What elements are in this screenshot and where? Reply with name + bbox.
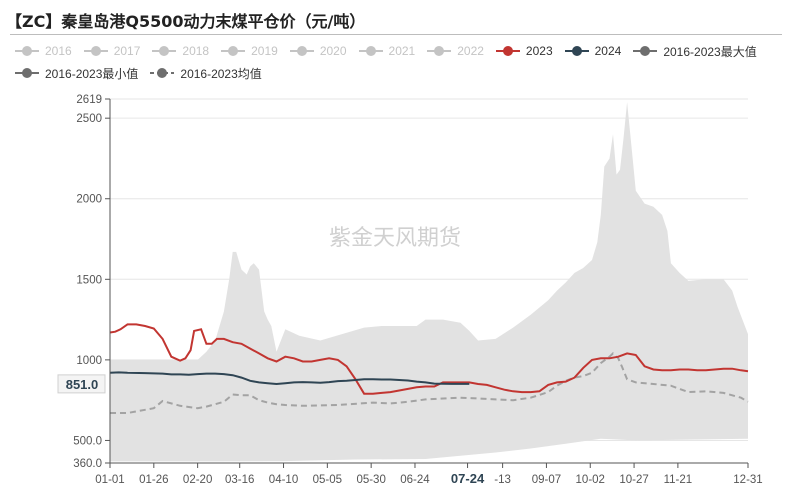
legend-dot-icon <box>502 46 513 56</box>
legend-swatch-icon <box>633 46 658 56</box>
legend-item[interactable]: 2016-2023最小值 <box>14 65 138 82</box>
x-tick-label: 01-26 <box>139 474 168 486</box>
legend-row: 2016 2017 2018 2019 2020 2021 2022 2023 2024 2016… <box>14 40 774 62</box>
legend-item[interactable]: 2021 <box>358 44 416 58</box>
legend-swatch-icon <box>15 68 39 78</box>
x-tick-label: 05-05 <box>313 474 342 486</box>
legend-swatch-icon <box>15 46 39 56</box>
legend-label: 2024 <box>594 44 622 58</box>
x-tick-label: 01-01 <box>95 474 124 486</box>
y-tick-label: 1000 <box>76 355 102 367</box>
legend-swatch-icon <box>221 46 246 56</box>
legend-item[interactable]: 2016-2023均值 <box>149 65 262 82</box>
y-tick-label: 2500 <box>76 113 102 125</box>
legend: 2016 2017 2018 2019 2020 2021 2022 2023 2024 2016… <box>14 40 774 84</box>
legend-swatch-icon <box>152 46 177 56</box>
legend-swatch-icon <box>495 46 520 56</box>
legend-dot-icon <box>90 46 101 56</box>
y-tick-label: 500.0 <box>73 435 102 447</box>
range-band <box>110 102 748 462</box>
x-tick-label: 07-24 <box>451 471 485 486</box>
legend-swatch-icon <box>427 46 452 56</box>
legend-dot-icon <box>640 46 651 56</box>
legend-dot-icon <box>365 46 376 56</box>
legend-label: 2016-2023均值 <box>180 66 262 81</box>
y-axis-ticks: 360.0 500.0 1000 1500 2000 2500 2619 <box>73 94 110 470</box>
series-line-2023 <box>109 323 749 395</box>
legend-label: 2016-2023最小值 <box>45 66 139 81</box>
legend-item[interactable]: 2017 <box>83 44 141 58</box>
x-tick-label: 06-24 <box>400 474 430 486</box>
legend-item[interactable]: 2024 <box>564 44 622 58</box>
legend-swatch-icon <box>150 68 175 78</box>
watermark: 紫金天风期货 <box>329 226 461 251</box>
legend-label: 2019 <box>251 44 278 58</box>
legend-dot-icon <box>228 46 239 56</box>
max-min-band-area <box>110 102 748 462</box>
x-tick-label: -13 <box>494 474 511 486</box>
legend-swatch-icon <box>564 46 589 56</box>
legend-swatch-icon <box>289 46 314 56</box>
legend-dot-icon <box>159 46 170 56</box>
legend-item[interactable]: 2016-2023最大值 <box>632 43 757 60</box>
legend-label: 2022 <box>457 44 484 58</box>
legend-dot-icon <box>296 46 307 56</box>
y-marker: 851.0 <box>57 374 106 394</box>
legend-item[interactable]: 2019 <box>220 44 278 58</box>
legend-swatch-icon <box>83 46 108 56</box>
chart-title: 【ZC】秦皇岛港Q5500动力末煤平仓价（元/吨） <box>6 12 366 31</box>
legend-label: 2017 <box>113 44 141 58</box>
x-axis-ticks: 01-01 01-26 02-20 03-16 04-10 05-05 05-30 06-24… <box>95 463 763 486</box>
x-tick-label: 12-31 <box>733 474 762 486</box>
legend-item[interactable]: 2022 <box>426 44 484 58</box>
y-marker-box <box>57 374 106 394</box>
legend-dot-icon <box>22 46 32 56</box>
x-tick-label: 10-02 <box>576 474 605 486</box>
y-tick-label: 360.0 <box>73 458 102 470</box>
title-divider <box>10 34 782 35</box>
legend-item[interactable]: 2020 <box>289 44 347 58</box>
series-lines <box>109 323 749 414</box>
legend-label: 2018 <box>182 44 210 58</box>
x-tick-label: 11-21 <box>664 474 693 486</box>
legend-dot-icon <box>571 46 582 56</box>
y-tick-label: 2619 <box>76 94 102 106</box>
series-line-2024 <box>109 371 470 386</box>
legend-dot-icon <box>434 46 445 56</box>
legend-dot-icon <box>157 68 168 78</box>
y-marker-label: 851.0 <box>66 377 99 392</box>
mean-series-line <box>110 352 749 414</box>
legend-label: 2020 <box>319 44 347 58</box>
legend-row: 2016-2023最小值 2016-2023均值 <box>14 62 774 84</box>
legend-label: 2023 <box>525 44 553 58</box>
legend-item[interactable]: 2016 <box>14 44 72 58</box>
legend-label: 2016 <box>45 44 72 58</box>
x-tick-label: 09-07 <box>532 474 561 486</box>
y-tick-label: 2000 <box>76 194 102 206</box>
x-tick-label: 05-30 <box>356 474 385 486</box>
y-tick-label: 1500 <box>76 274 102 286</box>
x-tick-label: 04-10 <box>269 474 298 486</box>
legend-item[interactable]: 2018 <box>151 44 209 58</box>
x-tick-label: 03-16 <box>225 474 254 486</box>
legend-label: 2021 <box>388 44 416 58</box>
legend-swatch-icon <box>358 46 383 56</box>
legend-label: 2016-2023最大值 <box>663 44 757 59</box>
x-tick-label: 02-20 <box>183 474 212 486</box>
axes <box>109 99 748 464</box>
x-tick-label: 10-27 <box>619 474 648 486</box>
legend-item[interactable]: 2023 <box>495 44 553 58</box>
legend-dot-icon <box>22 68 32 78</box>
